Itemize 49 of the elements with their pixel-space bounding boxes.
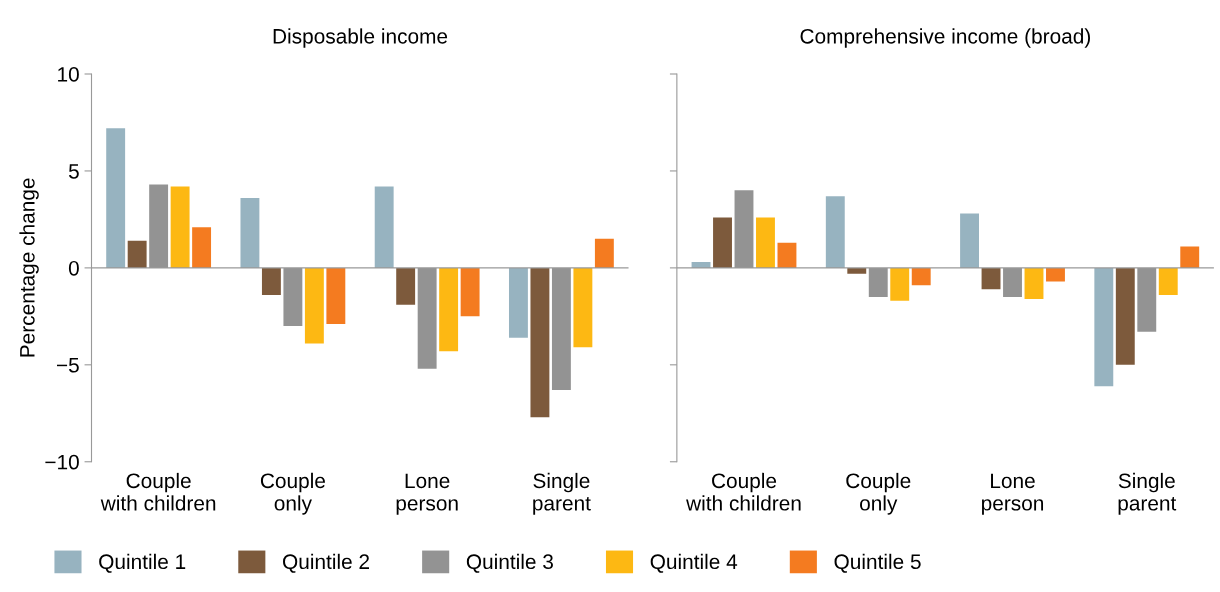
bar <box>1094 267 1114 387</box>
bar <box>777 242 797 268</box>
bar <box>1158 267 1178 296</box>
bar <box>240 198 260 268</box>
bar <box>1024 267 1044 299</box>
bar <box>261 267 281 296</box>
bar <box>1180 246 1200 268</box>
bar <box>304 267 324 344</box>
legend-label: Quintile 2 <box>283 553 369 573</box>
bar <box>960 213 979 268</box>
bar <box>106 128 126 268</box>
y-tick-label: −5 <box>56 358 79 373</box>
bar <box>439 267 459 352</box>
bar <box>573 267 593 348</box>
legend-label: Quintile 3 <box>466 553 553 573</box>
bar <box>326 267 346 325</box>
x-tick-label: Lone person <box>396 473 458 515</box>
chart-title: Comprehensive income (broad) <box>800 28 1090 48</box>
x-tick-label: Couple with children <box>686 472 801 511</box>
x-tick-label: Single parent <box>1118 472 1177 515</box>
bar <box>170 186 190 268</box>
y-tick-label: 5 <box>68 164 79 179</box>
bar <box>374 186 394 268</box>
bar <box>396 267 416 305</box>
y-tick-label: 10 <box>58 67 79 82</box>
y-axis-title: Percentage change <box>19 178 39 357</box>
chart-title: Disposable income <box>273 28 448 48</box>
bar <box>594 238 614 268</box>
bar <box>713 217 732 268</box>
bar <box>530 267 550 418</box>
bar <box>756 217 775 268</box>
x-tick-label: Couple only <box>260 472 325 515</box>
legend-label: Quintile 5 <box>834 553 921 573</box>
y-tick-label: −10 <box>45 454 79 470</box>
bar <box>890 267 910 301</box>
bar <box>460 267 480 317</box>
bar <box>825 196 845 268</box>
bar <box>192 227 212 268</box>
bar <box>127 240 147 268</box>
bar <box>1115 267 1135 365</box>
x-tick-label: Single parent <box>533 472 591 515</box>
legend-label: Quintile 1 <box>99 553 186 573</box>
bar <box>911 267 931 286</box>
x-tick-label: Couple only <box>846 472 911 515</box>
x-tick-label: Couple with children <box>100 472 216 511</box>
legend-label: Quintile 4 <box>650 553 738 573</box>
bar <box>508 267 528 338</box>
y-tick-label: 0 <box>68 260 79 276</box>
x-tick-label: Lone person <box>982 473 1044 515</box>
